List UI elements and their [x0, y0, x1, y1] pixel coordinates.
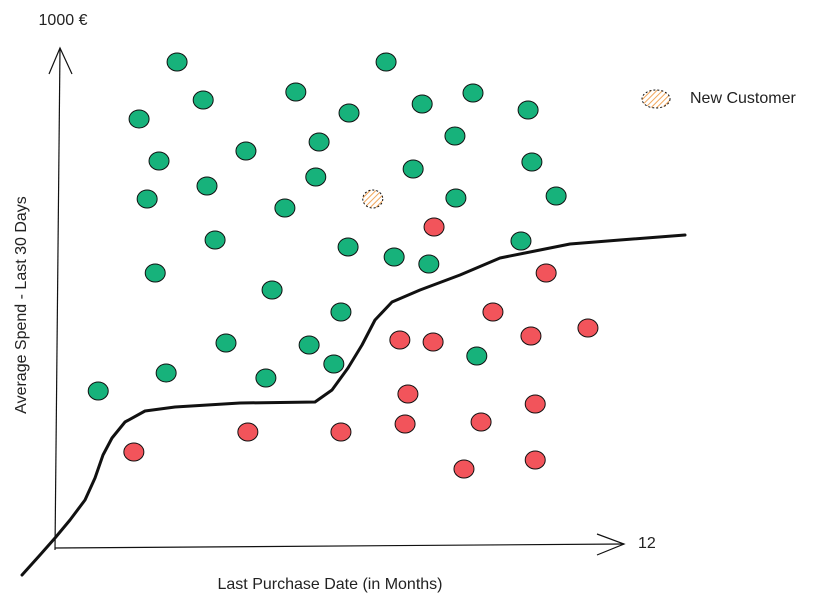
point: [87, 381, 109, 401]
point: [215, 333, 237, 353]
point: [148, 151, 170, 171]
point: [445, 188, 467, 208]
point: [338, 103, 360, 123]
point: [422, 332, 444, 352]
point: [128, 109, 150, 129]
point: [444, 126, 466, 146]
point: [462, 83, 484, 103]
point: [235, 141, 257, 161]
y-axis-arrow: [48, 46, 73, 75]
y-axis-title: Average Spend - Last 30 Days: [13, 196, 30, 414]
point: [330, 422, 352, 442]
point: [521, 152, 543, 172]
point: [255, 368, 277, 388]
x-axis: [54, 543, 625, 549]
point: [308, 132, 330, 152]
point: [166, 52, 188, 72]
x-tick-label: 12: [638, 535, 656, 552]
x-axis-title: Last Purchase Date (in Months): [218, 576, 443, 593]
y-tick-label: 1000 €: [39, 12, 88, 29]
point: [418, 254, 440, 274]
point: [305, 167, 327, 187]
point: [411, 94, 433, 114]
point: [520, 326, 542, 346]
point: [192, 90, 214, 110]
point: [204, 230, 226, 250]
point: [362, 189, 384, 209]
point: [397, 384, 419, 404]
point: [510, 231, 532, 251]
point: [196, 176, 218, 196]
point: [144, 263, 166, 283]
legend-swatch: [641, 89, 671, 109]
point: [123, 442, 145, 462]
point: [535, 263, 557, 283]
point: [298, 335, 320, 355]
point: [375, 52, 397, 72]
point: [545, 186, 567, 206]
point: [517, 100, 539, 120]
point: [524, 394, 546, 414]
point: [285, 82, 307, 102]
decision-boundary: [20, 233, 687, 577]
point: [423, 217, 445, 237]
point: [155, 363, 177, 383]
point: [237, 422, 259, 442]
x-axis-arrow: [596, 533, 626, 556]
point: [274, 198, 296, 218]
point: [453, 459, 475, 479]
legend-label: New Customer: [690, 90, 796, 107]
point: [330, 302, 352, 322]
point: [261, 280, 283, 300]
point: [466, 346, 488, 366]
point: [394, 414, 416, 434]
point: [524, 450, 546, 470]
point: [337, 237, 359, 257]
point: [577, 318, 599, 338]
point: [470, 412, 492, 432]
point: [482, 302, 504, 322]
axes: [48, 46, 626, 556]
legend: New Customer: [641, 89, 796, 109]
point: [323, 354, 345, 374]
y-axis: [54, 47, 61, 551]
point: [389, 330, 411, 350]
point: [383, 247, 405, 267]
point: [136, 189, 158, 209]
point: [402, 159, 424, 179]
